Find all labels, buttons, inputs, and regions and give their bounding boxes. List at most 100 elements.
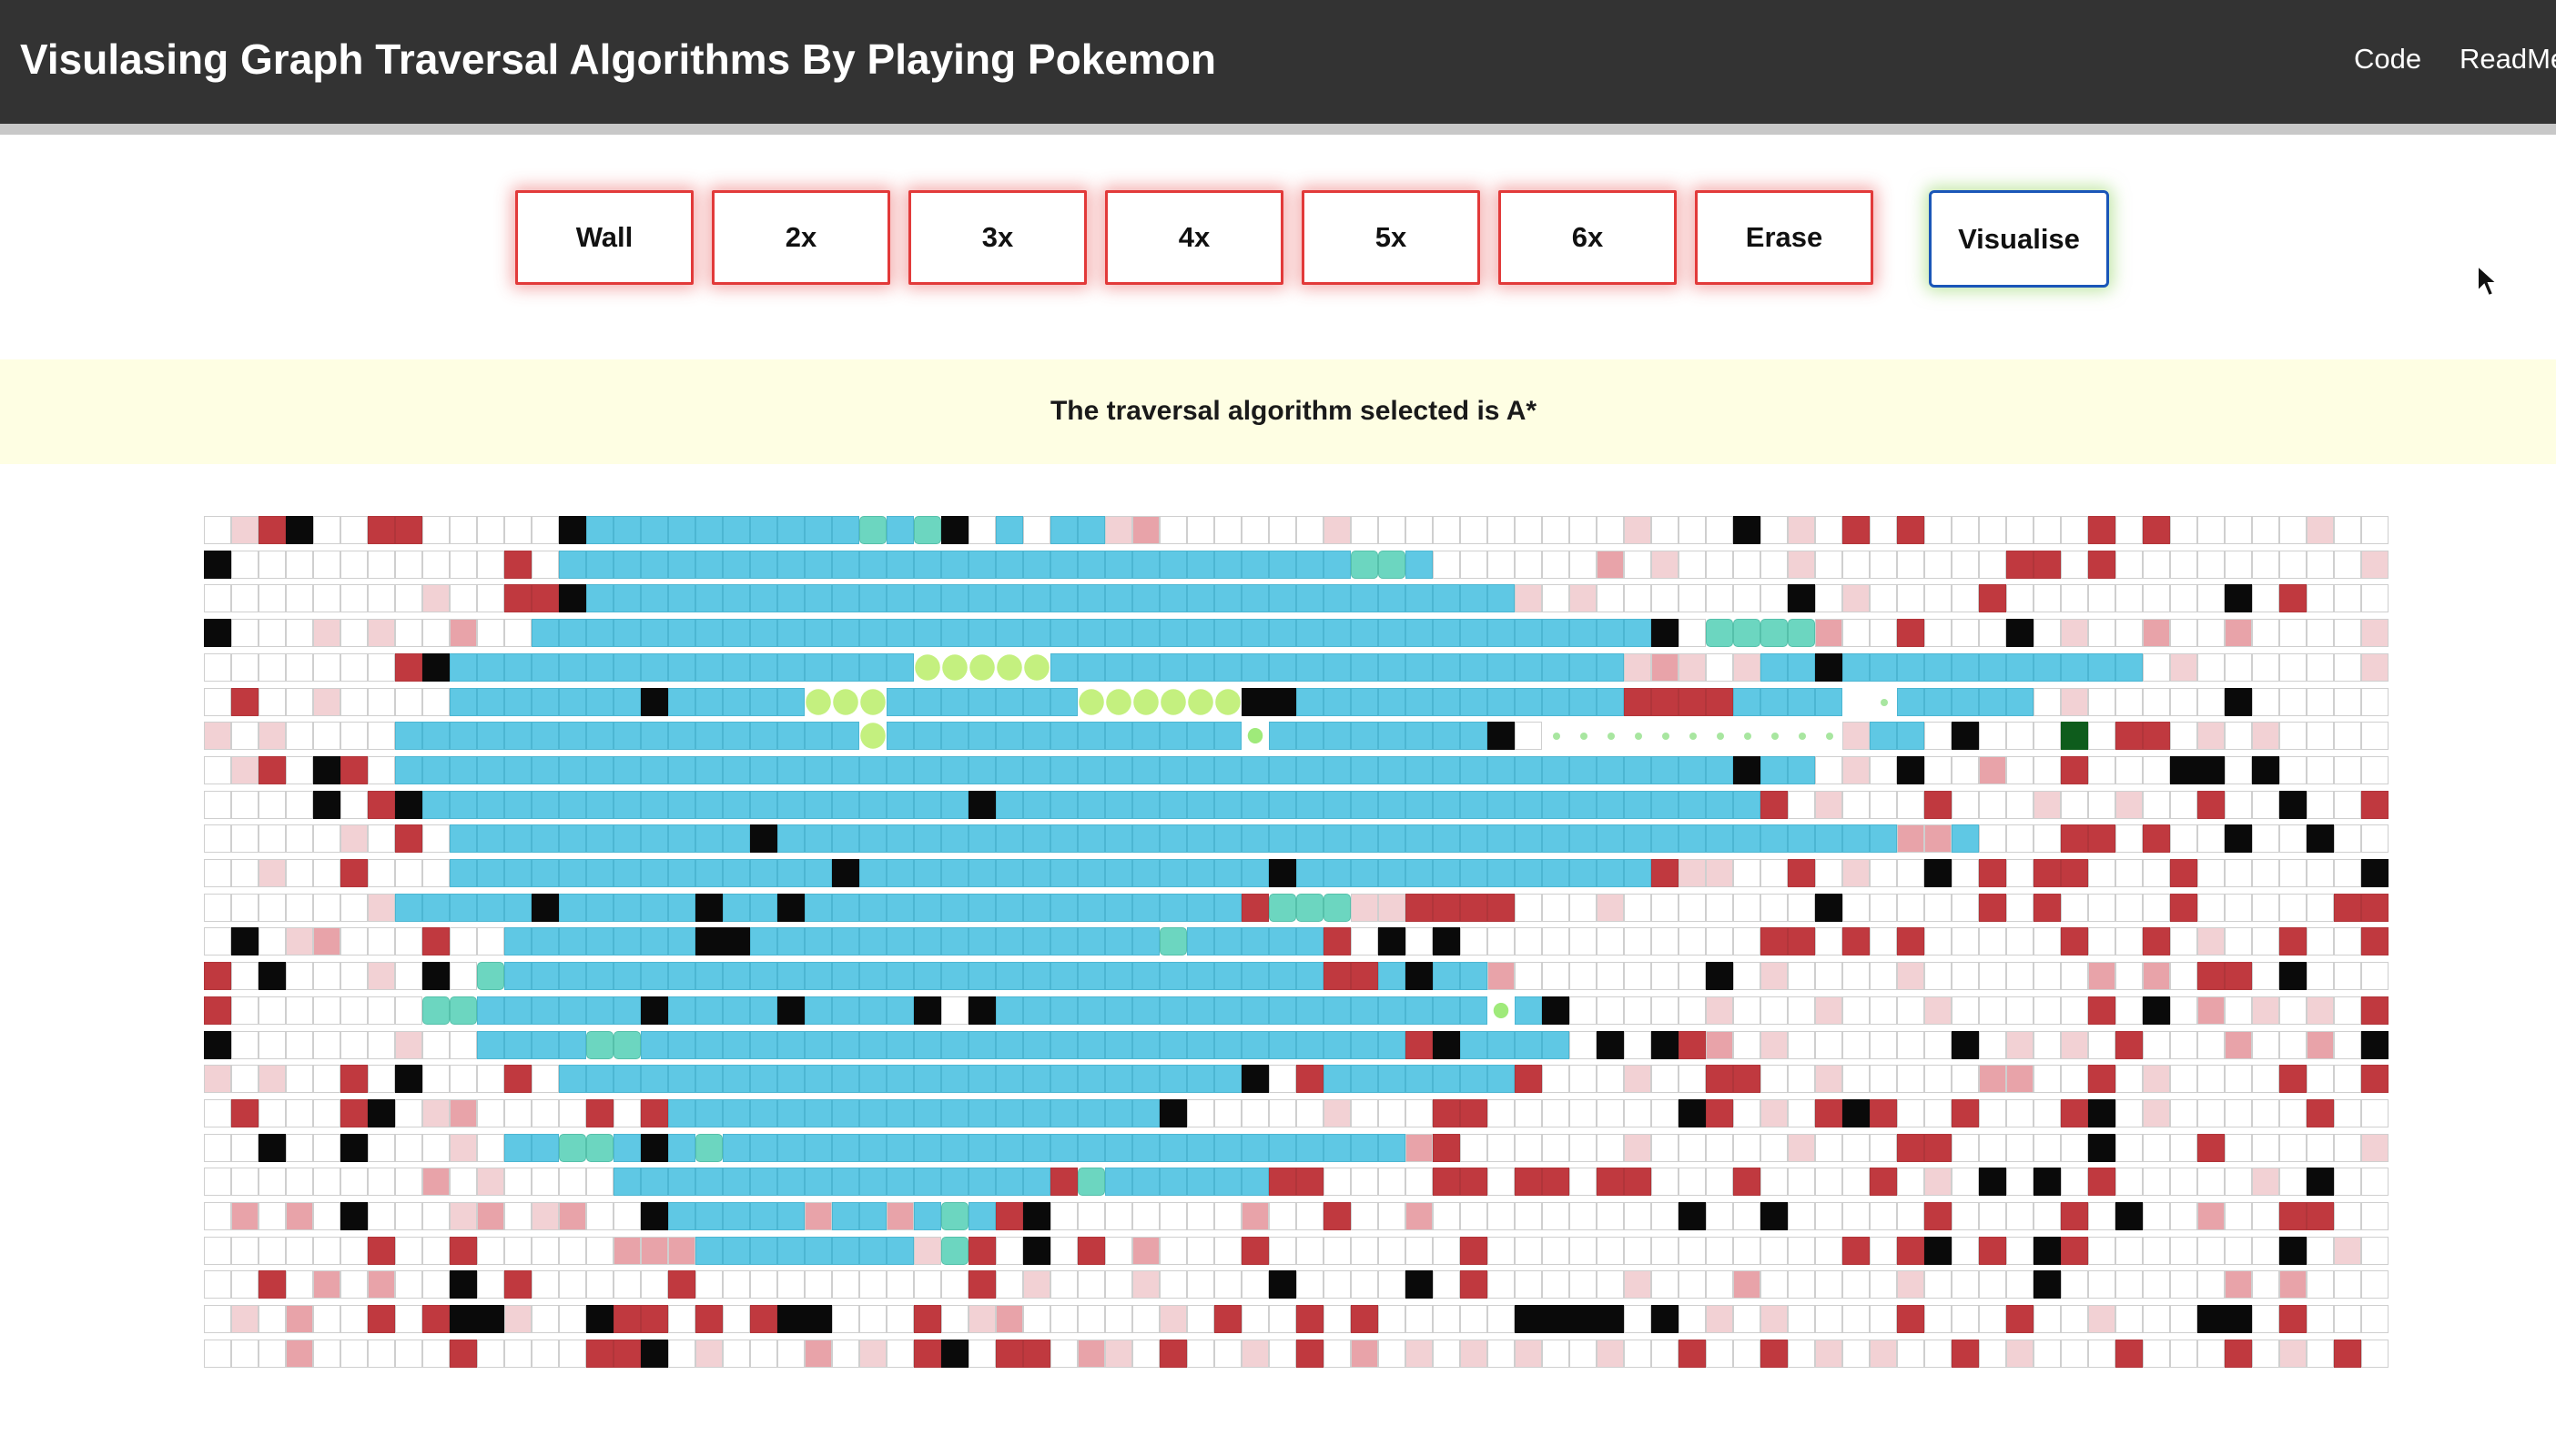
grid-cell-frontier[interactable] <box>1760 619 1788 647</box>
grid-cell-empty[interactable] <box>204 1134 231 1162</box>
grid-cell-empty[interactable] <box>2334 584 2361 612</box>
grid-cell-visited[interactable] <box>1460 791 1487 819</box>
grid-cell-empty[interactable] <box>422 1270 450 1299</box>
grid-cell-empty[interactable] <box>2143 894 2170 922</box>
grid-cell-weight-heavy[interactable] <box>1460 1099 1487 1127</box>
grid-cell-wall[interactable] <box>1269 1270 1296 1299</box>
grid-cell-visited[interactable] <box>1187 927 1214 956</box>
grid-cell-visited[interactable] <box>1269 756 1296 784</box>
grid-cell-weight-medium[interactable] <box>2197 1202 2225 1230</box>
grid-cell-visited[interactable] <box>1160 859 1187 887</box>
grid-cell-empty[interactable] <box>313 1031 340 1059</box>
grid-cell-visited[interactable] <box>805 962 832 990</box>
grid-cell-visited[interactable] <box>996 1099 1023 1127</box>
grid-cell-visited[interactable] <box>559 927 586 956</box>
grid-cell-visited[interactable] <box>996 791 1023 819</box>
grid-cell-visited[interactable] <box>777 1168 805 1196</box>
grid-cell-wall[interactable] <box>2252 756 2279 784</box>
grid-cell-visited[interactable] <box>450 653 477 682</box>
grid-cell-wall[interactable] <box>2225 584 2252 612</box>
grid-cell-empty[interactable] <box>450 927 477 956</box>
grid-cell-empty[interactable] <box>395 1168 422 1196</box>
grid-cell-visited[interactable] <box>668 1031 695 1059</box>
grid-cell-visited[interactable] <box>750 1099 777 1127</box>
grid-cell-visited[interactable] <box>750 927 777 956</box>
grid-cell-empty[interactable] <box>340 551 368 579</box>
grid-cell-empty[interactable] <box>1105 1237 1132 1265</box>
grid-cell-empty[interactable] <box>313 1305 340 1333</box>
grid-cell-empty[interactable] <box>750 1340 777 1368</box>
grid-cell-empty[interactable] <box>2006 791 2034 819</box>
grid-cell-empty[interactable] <box>2334 927 2361 956</box>
grid-cell-visited[interactable] <box>1569 653 1597 682</box>
grid-cell-weight-heavy[interactable] <box>2115 1031 2143 1059</box>
grid-cell-visited[interactable] <box>532 996 559 1025</box>
grid-cell-empty[interactable] <box>2143 1340 2170 1368</box>
grid-cell-visited[interactable] <box>1269 722 1296 750</box>
grid-cell-empty[interactable] <box>422 1340 450 1368</box>
grid-cell-visited[interactable] <box>1242 859 1269 887</box>
grid-cell-empty[interactable] <box>832 1305 859 1333</box>
grid-cell-frontier[interactable] <box>586 1134 614 1162</box>
grid-cell-visited[interactable] <box>1214 551 1242 579</box>
grid-cell-visited[interactable] <box>859 551 887 579</box>
grid-cell-visited[interactable] <box>614 824 641 853</box>
grid-cell-weight-light[interactable] <box>1023 1270 1050 1299</box>
grid-cell-empty[interactable] <box>504 1099 532 1127</box>
grid-cell-weight-heavy[interactable] <box>1351 1305 1378 1333</box>
grid-cell-weight-heavy[interactable] <box>750 1305 777 1333</box>
grid-cell-weight-heavy[interactable] <box>231 1099 259 1127</box>
grid-cell-frontier[interactable] <box>450 996 477 1025</box>
grid-cell-wall[interactable] <box>1733 756 1760 784</box>
grid-cell-empty[interactable] <box>2061 1305 2088 1333</box>
grid-cell-weight-heavy[interactable] <box>1842 927 1870 956</box>
grid-cell-empty[interactable] <box>2006 1270 2034 1299</box>
grid-cell-empty[interactable] <box>422 551 450 579</box>
grid-cell-weight-heavy[interactable] <box>259 516 286 544</box>
grid-cell-visited[interactable] <box>1242 962 1269 990</box>
grid-cell-empty[interactable] <box>1706 1340 1733 1368</box>
grid-cell-wall[interactable] <box>2279 1237 2307 1265</box>
grid-cell-visited[interactable] <box>532 1134 559 1162</box>
grid-cell-visited[interactable] <box>1515 653 1542 682</box>
grid-cell-empty[interactable] <box>1296 1202 1324 1230</box>
grid-cell-visited[interactable] <box>614 516 641 544</box>
grid-cell-visited[interactable] <box>1569 791 1597 819</box>
grid-cell-weight-heavy[interactable] <box>340 756 368 784</box>
grid-cell-visited[interactable] <box>614 688 641 716</box>
grid-cell-empty[interactable] <box>1788 1270 1815 1299</box>
grid-cell-empty[interactable] <box>450 584 477 612</box>
grid-cell-empty[interactable] <box>1733 1031 1760 1059</box>
grid-cell-empty[interactable] <box>1679 1134 1706 1162</box>
weight-6x-button[interactable]: 6x <box>1498 190 1677 285</box>
grid-cell-wall[interactable] <box>450 1305 477 1333</box>
grid-cell-weight-heavy[interactable] <box>1651 688 1679 716</box>
grid-cell-visited[interactable] <box>914 859 941 887</box>
grid-cell-weight-medium[interactable] <box>2006 1065 2034 1093</box>
grid-cell-weight-heavy[interactable] <box>504 551 532 579</box>
grid-cell-empty[interactable] <box>1788 1340 1815 1368</box>
grid-cell-visited[interactable] <box>914 688 941 716</box>
grid-cell-empty[interactable] <box>2225 1099 2252 1127</box>
grid-cell-visited[interactable] <box>1405 619 1433 647</box>
grid-cell-empty[interactable] <box>340 584 368 612</box>
grid-cell-empty[interactable] <box>2307 756 2334 784</box>
grid-cell-empty[interactable] <box>2334 653 2361 682</box>
grid-cell-weight-medium[interactable] <box>1651 653 1679 682</box>
grid-cell-visited[interactable] <box>777 927 805 956</box>
grid-cell-visited[interactable] <box>1214 584 1242 612</box>
grid-cell-visited[interactable] <box>750 756 777 784</box>
grid-cell-weight-light[interactable] <box>1105 516 1132 544</box>
grid-cell-empty[interactable] <box>2197 584 2225 612</box>
grid-cell-visited[interactable] <box>723 1099 750 1127</box>
grid-cell-empty[interactable] <box>2225 516 2252 544</box>
grid-cell-visited[interactable] <box>1132 859 1160 887</box>
grid-cell-wall[interactable] <box>1952 1031 1979 1059</box>
grid-cell-path[interactable] <box>1161 689 1186 715</box>
grid-cell-empty[interactable] <box>1460 927 1487 956</box>
grid-cell-visited[interactable] <box>477 894 504 922</box>
grid-cell-visited[interactable] <box>805 1099 832 1127</box>
grid-cell-empty[interactable] <box>1760 894 1788 922</box>
grid-cell-visited[interactable] <box>668 619 695 647</box>
grid-cell-visited[interactable] <box>996 584 1023 612</box>
